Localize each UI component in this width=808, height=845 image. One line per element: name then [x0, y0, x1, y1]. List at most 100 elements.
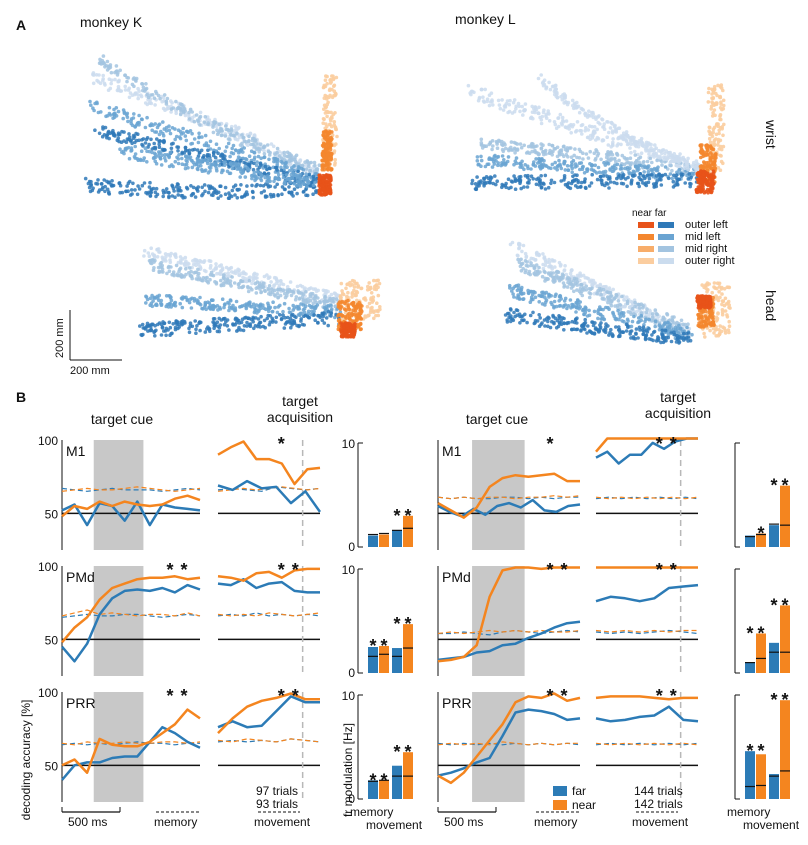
- trajectory-point: [648, 309, 652, 313]
- trajectory-point: [211, 153, 216, 158]
- trajectory-point: [202, 259, 207, 263]
- trajectory-point: [276, 279, 281, 284]
- trajectory-point: [261, 281, 266, 286]
- trajectory-point: [169, 163, 174, 167]
- trajectory-point: [521, 113, 525, 117]
- trajectory-point: [216, 159, 220, 163]
- row-label-head: head: [763, 290, 779, 321]
- target-point: [713, 157, 717, 161]
- trajectory-point: [540, 114, 545, 119]
- trajectory-point: [206, 190, 211, 195]
- trajectory-point: [208, 166, 213, 170]
- trajectory-point: [566, 185, 571, 190]
- trajectory-point: [154, 130, 159, 134]
- trajectory-point: [191, 185, 196, 190]
- trajectory-point: [695, 167, 700, 172]
- trajectory-point: [250, 281, 254, 286]
- trajectory-point: [92, 108, 96, 113]
- monkey-label: monkey L: [455, 11, 516, 27]
- trajectory-point: [614, 128, 619, 132]
- trajectory-point: [473, 182, 478, 186]
- trajectory-point: [235, 329, 239, 333]
- trajectory-point: [631, 137, 635, 141]
- target-point: [329, 168, 333, 172]
- trajectory-point: [550, 143, 554, 148]
- trajectory-point: [252, 151, 257, 155]
- trajectory-point: [255, 311, 259, 315]
- trajectory-point: [180, 162, 185, 166]
- trajectory-point: [169, 107, 174, 111]
- trajectory-point: [559, 166, 564, 171]
- trajectory-point: [104, 114, 108, 119]
- trajectory-point: [477, 95, 482, 100]
- trajectory-point: [133, 144, 137, 149]
- trajectory-point: [160, 255, 165, 260]
- trajectory-point: [661, 315, 666, 320]
- trajectory-point: [249, 142, 253, 147]
- trajectory-point: [212, 317, 217, 321]
- trajectory-point: [552, 305, 556, 310]
- trajectory-cluster: [118, 144, 323, 189]
- trajectory-point: [281, 309, 285, 314]
- trajectory-point: [535, 144, 539, 148]
- trajectory-point: [308, 168, 312, 173]
- trajectory-point: [626, 175, 630, 180]
- trajectory-point: [670, 315, 675, 320]
- target-point: [714, 152, 718, 156]
- trajectory-point: [586, 135, 590, 140]
- trajectory-point: [557, 260, 562, 265]
- trajectory-point: [282, 187, 287, 191]
- trajectory-point: [163, 159, 168, 163]
- target-point: [327, 185, 332, 189]
- trajectory-point: [286, 177, 290, 182]
- trajectory-point: [247, 278, 252, 283]
- target-point: [320, 143, 325, 148]
- trajectory-point: [551, 259, 555, 263]
- target-point: [711, 96, 715, 101]
- trajectory-point: [632, 170, 637, 174]
- trajectory-point: [180, 274, 185, 278]
- target-point: [337, 300, 342, 304]
- trajectory-point: [112, 112, 116, 116]
- trajectory-point: [569, 269, 574, 273]
- trajectory-point: [298, 158, 303, 162]
- trajectory-point: [273, 175, 278, 180]
- trajectory-point: [575, 120, 580, 124]
- trajectory-point: [271, 194, 276, 198]
- trajectory-point: [514, 107, 518, 111]
- trajectory-point: [268, 292, 273, 297]
- target-point: [721, 106, 726, 111]
- trajectory-point: [615, 151, 619, 156]
- trajectory-point: [578, 167, 582, 172]
- trajectory-point: [209, 270, 214, 275]
- trajectory-point: [141, 88, 145, 93]
- target-point: [369, 291, 374, 295]
- trajectory-point: [174, 185, 179, 189]
- trajectory-point: [232, 281, 237, 285]
- trajectory-point: [127, 156, 132, 161]
- trajectory-point: [544, 116, 549, 120]
- trajectory-point: [150, 293, 154, 298]
- trajectory-point: [272, 283, 276, 288]
- trajectory-point: [194, 113, 199, 117]
- trajectory-point: [254, 291, 259, 295]
- trajectory-point: [130, 123, 135, 128]
- trajectory-point: [243, 175, 248, 179]
- trajectory-point: [569, 155, 574, 159]
- target-point: [367, 301, 372, 306]
- trajectory-point: [307, 172, 312, 177]
- target-point: [326, 130, 330, 135]
- target-point: [705, 148, 710, 153]
- target-point: [719, 154, 723, 158]
- trajectory-point: [193, 195, 198, 199]
- trajectory-point: [542, 269, 546, 274]
- trajectory-point: [219, 127, 224, 131]
- trajectory-point: [116, 79, 120, 84]
- trajectory-point: [570, 179, 575, 184]
- trajectory-point: [561, 119, 566, 124]
- trajectory-point: [555, 167, 559, 172]
- trajectory-point: [236, 188, 240, 192]
- target-point: [333, 125, 338, 129]
- trajectory-point: [485, 99, 490, 104]
- trajectory-point: [170, 272, 174, 277]
